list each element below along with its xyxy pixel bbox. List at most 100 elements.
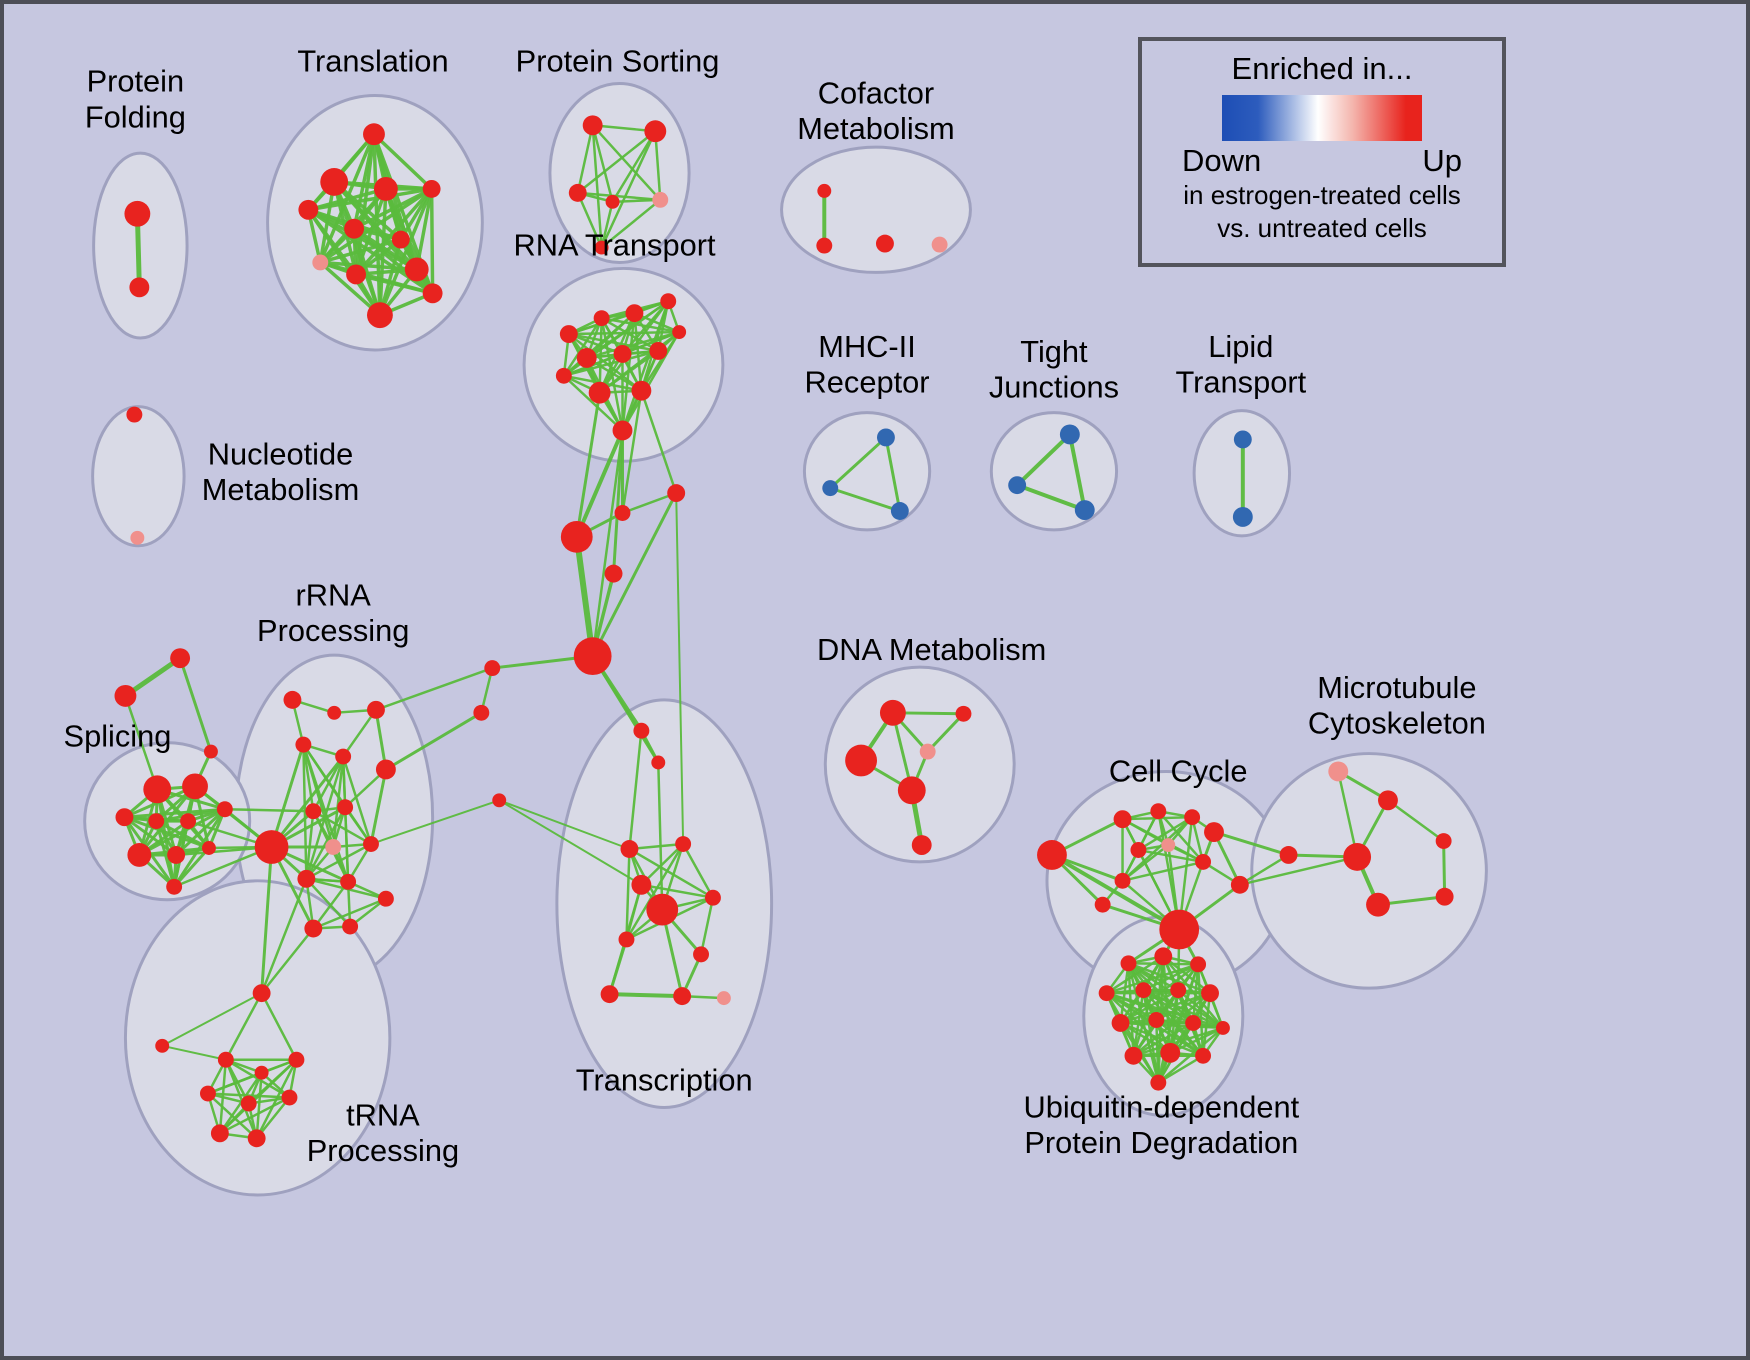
node-rr1	[283, 690, 302, 709]
node-rt9	[631, 380, 652, 401]
node-ub11	[1215, 1020, 1230, 1035]
edge	[600, 316, 660, 353]
network-canvas: Protein Folding Translation Protein Sorting…	[64, 44, 1488, 1197]
node-dm2	[955, 705, 972, 722]
node-mc3	[1279, 846, 1298, 864]
cluster-microtubule-cytoskeleton-ellipse	[1250, 752, 1488, 990]
node-ub9	[1148, 1012, 1165, 1028]
node-lt1	[1233, 430, 1252, 449]
edge	[1238, 853, 1290, 887]
edge	[270, 755, 345, 849]
edge	[174, 807, 227, 857]
node-rr5	[335, 748, 352, 765]
node-cc2	[1113, 810, 1132, 829]
edge	[576, 124, 594, 195]
node-cm4	[931, 236, 948, 253]
node-cc6	[1130, 842, 1147, 858]
edge	[1386, 799, 1445, 843]
node-mc6	[1366, 892, 1390, 917]
node-sp6	[216, 801, 233, 818]
edge	[1212, 830, 1291, 857]
node-cc10	[1230, 875, 1249, 894]
node-tn6	[240, 1095, 257, 1112]
edge	[611, 198, 662, 204]
edge	[628, 842, 685, 851]
edge	[206, 1092, 258, 1140]
legend: Enriched in... Down Up in estrogen-treat…	[1138, 37, 1506, 267]
node-cc5	[1204, 822, 1224, 843]
node-sp2	[182, 773, 208, 800]
edge	[1442, 839, 1447, 899]
cluster-ubiquitin-degradation-label: Ubiquitin-dependent Protein Degradation	[1023, 1089, 1299, 1160]
edge	[1142, 988, 1225, 1030]
edge	[372, 132, 434, 191]
node-rt12	[555, 367, 572, 384]
edge	[260, 845, 274, 995]
node-c1	[560, 520, 593, 553]
edge	[124, 694, 159, 791]
node-tr4	[373, 176, 398, 201]
edge	[137, 807, 227, 857]
edge	[122, 807, 227, 819]
cluster-cell-cycle-label: Cell Cycle	[1109, 753, 1248, 788]
cluster-trna-processing-ellipse	[123, 879, 392, 1197]
edge	[1142, 963, 1200, 992]
edge	[1337, 770, 1359, 859]
node-cc7	[1161, 838, 1176, 852]
edge	[374, 708, 388, 771]
edge	[607, 992, 685, 999]
legend-caption-line2: vs. untreated cells	[1217, 212, 1427, 243]
edge	[600, 130, 657, 249]
node-cc11	[1159, 909, 1200, 950]
node-tx6	[646, 893, 679, 926]
edge	[1162, 955, 1212, 995]
legend-endpoint-labels: Down Up	[1142, 143, 1502, 179]
node-sp8	[167, 846, 186, 864]
node-f1	[170, 648, 191, 669]
edge	[699, 896, 715, 956]
edge	[354, 272, 435, 296]
node-tr6	[344, 218, 365, 239]
edge	[657, 761, 664, 911]
edge	[1142, 988, 1160, 1084]
edge	[206, 1058, 298, 1095]
edge	[926, 712, 965, 754]
legend-down-label: Down	[1182, 143, 1262, 178]
nodes	[114, 115, 1454, 1148]
cluster-protein-sorting-label: Protein Sorting	[516, 44, 720, 79]
node-mc1	[1328, 761, 1349, 782]
edge	[369, 799, 501, 846]
cluster-labels: Protein Folding Translation Protein Sorting…	[64, 44, 1486, 1169]
node-rr8	[305, 803, 322, 820]
node-rr10	[325, 839, 342, 855]
edge	[1157, 809, 1205, 864]
node-tx1	[633, 722, 650, 739]
node-rt5	[576, 347, 597, 368]
edge	[640, 883, 715, 899]
edge	[318, 260, 419, 272]
edge	[621, 389, 643, 515]
edge	[341, 708, 378, 758]
node-sp9	[201, 841, 216, 855]
node-rt7	[649, 342, 668, 360]
legend-caption-line1: in estrogen-treated cells	[1183, 180, 1461, 210]
edge	[255, 1071, 263, 1140]
edge	[562, 316, 603, 378]
node-tn8	[210, 1124, 229, 1143]
node-tx8	[618, 931, 635, 948]
node-tn9	[247, 1129, 266, 1148]
edge	[172, 846, 211, 889]
node-tx5	[631, 874, 652, 895]
node-rr4	[295, 736, 312, 753]
node-ub3	[1190, 956, 1207, 973]
node-f2	[114, 684, 137, 707]
node-ub7	[1201, 984, 1219, 1003]
node-rr6	[375, 759, 396, 780]
edge	[354, 187, 434, 277]
edge	[591, 124, 614, 204]
node-sp7	[127, 843, 152, 867]
edge	[1049, 852, 1182, 932]
edge	[1015, 483, 1087, 512]
edge	[573, 533, 596, 660]
edge	[1132, 1021, 1195, 1058]
